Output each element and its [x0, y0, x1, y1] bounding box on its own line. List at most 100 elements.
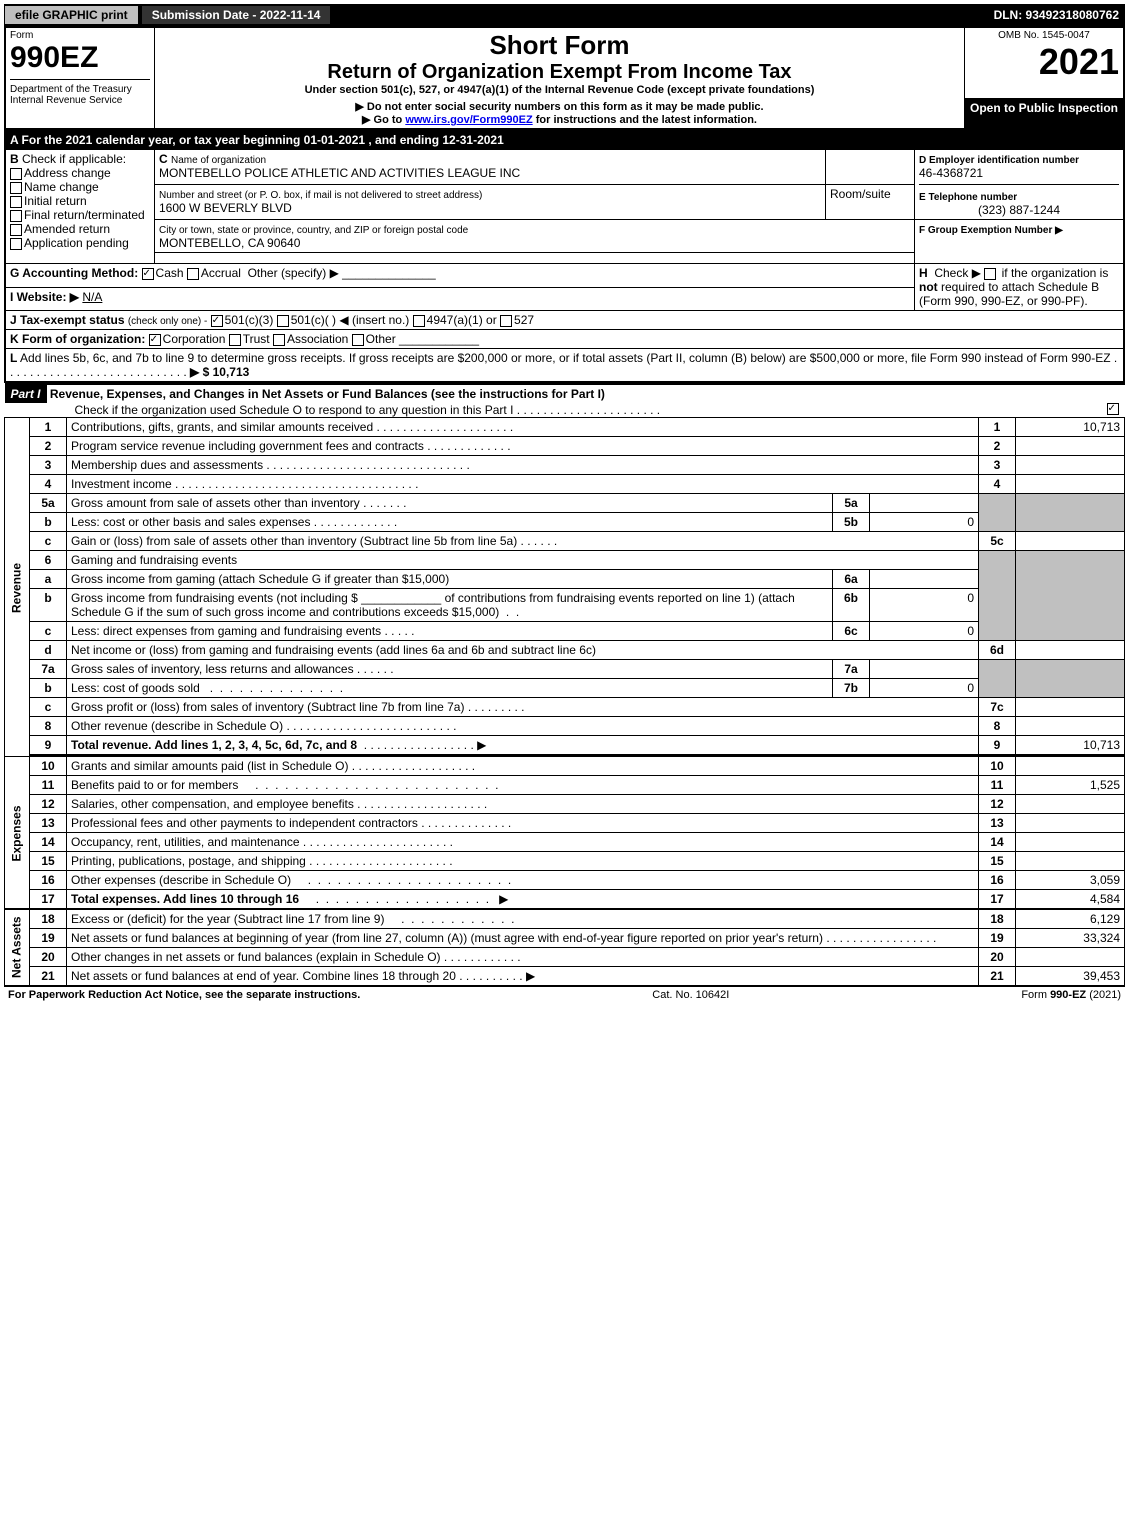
line5c-amt: [1016, 532, 1125, 551]
form-label: Form: [10, 30, 150, 41]
line20-num: 20: [30, 948, 67, 967]
website-value: N/A: [82, 290, 102, 304]
accrual-checkbox[interactable]: [187, 268, 199, 280]
final-return-checkbox[interactable]: [10, 210, 22, 222]
schedule-o-checkbox[interactable]: [1107, 403, 1119, 415]
line13-rn: 13: [979, 814, 1016, 833]
line2-text: Program service revenue including govern…: [71, 439, 424, 453]
line17-arrow: ▶: [499, 892, 508, 906]
line3-rn: 3: [979, 456, 1016, 475]
initial-return-checkbox[interactable]: [10, 196, 22, 208]
part1-label: Part I: [5, 385, 47, 403]
line7b-bn: 7b: [833, 679, 870, 698]
footer-right-pre: Form: [1021, 989, 1050, 1001]
line6-num: 6: [30, 551, 67, 570]
line15-text: Printing, publications, postage, and shi…: [71, 854, 306, 868]
line4-rn: 4: [979, 475, 1016, 494]
line19-amt: 33,324: [1016, 929, 1125, 948]
line6d-amt: [1016, 641, 1125, 660]
line19-num: 19: [30, 929, 67, 948]
line7a-bn: 7a: [833, 660, 870, 679]
line9-arrow: ▶: [477, 738, 486, 752]
line5b-num: b: [30, 513, 67, 532]
line5c-text: Gain or (loss) from sale of assets other…: [71, 534, 517, 548]
line12-num: 12: [30, 795, 67, 814]
line13-amt: [1016, 814, 1125, 833]
form-title-1: Short Form: [159, 30, 960, 61]
section-e-label: E Telephone number: [919, 192, 1017, 203]
line10-rn: 10: [979, 757, 1016, 776]
line7c-num: c: [30, 698, 67, 717]
cash-checkbox[interactable]: [142, 268, 154, 280]
501c3-checkbox[interactable]: [211, 315, 223, 327]
line11-rn: 11: [979, 776, 1016, 795]
line6b-text1: Gross income from fundraising events (no…: [71, 591, 358, 605]
line13-num: 13: [30, 814, 67, 833]
h-not: not: [919, 280, 938, 294]
line16-text: Other expenses (describe in Schedule O): [71, 873, 291, 887]
footer-right: Form 990-EZ (2021): [1021, 989, 1121, 1001]
line14-amt: [1016, 833, 1125, 852]
section-f-label: F Group Exemption Number ▶: [919, 225, 1063, 236]
line14-text: Occupancy, rent, utilities, and maintena…: [71, 835, 300, 849]
other-org-checkbox[interactable]: [352, 334, 364, 346]
name-change-checkbox[interactable]: [10, 182, 22, 194]
assoc-label: Association: [287, 332, 348, 346]
line9-amt: 10,713: [1016, 736, 1125, 756]
corp-checkbox[interactable]: [149, 334, 161, 346]
line20-text: Other changes in net assets or fund bala…: [71, 950, 441, 964]
line6b-bv: 0: [870, 589, 979, 622]
efile-print-button[interactable]: efile GRAPHIC print: [4, 5, 139, 25]
section-a: A For the 2021 calendar year, or tax yea…: [5, 131, 1124, 150]
app-pending-label: Application pending: [24, 236, 129, 250]
trust-checkbox[interactable]: [229, 334, 241, 346]
app-pending-checkbox[interactable]: [10, 238, 22, 250]
line21-amt: 39,453: [1016, 967, 1125, 987]
line11-amt: 1,525: [1016, 776, 1125, 795]
submission-date-label: Submission Date - 2022-11-14: [141, 5, 332, 25]
addr-change-checkbox[interactable]: [10, 168, 22, 180]
other-org-label: Other: [366, 332, 396, 346]
top-bar: efile GRAPHIC print Submission Date - 20…: [4, 4, 1125, 26]
section-b-label: B: [10, 152, 19, 166]
line1-rn: 1: [979, 418, 1016, 437]
line5a-num: 5a: [30, 494, 67, 513]
section-l-text: Add lines 5b, 6c, and 7b to line 9 to de…: [20, 351, 1111, 365]
line6a-bn: 6a: [833, 570, 870, 589]
form-subtitle: Under section 501(c), 527, or 4947(a)(1)…: [159, 84, 960, 96]
city-label: City or town, state or province, country…: [159, 225, 468, 236]
form-number: 990EZ: [10, 41, 150, 75]
line15-num: 15: [30, 852, 67, 871]
note-2-pre: ▶ Go to: [362, 114, 405, 126]
irs-link[interactable]: www.irs.gov/Form990EZ: [405, 114, 532, 126]
line5b-text: Less: cost or other basis and sales expe…: [71, 515, 310, 529]
527-checkbox[interactable]: [500, 315, 512, 327]
line16-rn: 16: [979, 871, 1016, 890]
irs-label: Internal Revenue Service: [10, 95, 150, 106]
line7c-text: Gross profit or (loss) from sales of inv…: [71, 700, 464, 714]
part1-check: Check if the organization used Schedule …: [5, 403, 514, 417]
line10-amt: [1016, 757, 1125, 776]
line9-rn: 9: [979, 736, 1016, 756]
line10-text: Grants and similar amounts paid (list in…: [71, 759, 348, 773]
line5b-bn: 5b: [833, 513, 870, 532]
line7a-num: 7a: [30, 660, 67, 679]
line19-text: Net assets or fund balances at beginning…: [71, 931, 823, 945]
line7a-bv: [870, 660, 979, 679]
line10-num: 10: [30, 757, 67, 776]
line21-rn: 21: [979, 967, 1016, 987]
501c-checkbox[interactable]: [277, 315, 289, 327]
line18-text: Excess or (deficit) for the year (Subtra…: [71, 912, 384, 926]
j-sub: (check only one) -: [128, 316, 207, 327]
4947-checkbox[interactable]: [413, 315, 425, 327]
org-name-label: Name of organization: [171, 155, 266, 166]
line21-text: Net assets or fund balances at end of ye…: [71, 969, 456, 983]
line3-num: 3: [30, 456, 67, 475]
assoc-checkbox[interactable]: [273, 334, 285, 346]
amended-return-label: Amended return: [24, 222, 110, 236]
line6-text: Gaming and fundraising events: [67, 551, 979, 570]
city-value: MONTEBELLO, CA 90640: [159, 236, 300, 250]
schedule-b-checkbox[interactable]: [984, 268, 996, 280]
amended-return-checkbox[interactable]: [10, 224, 22, 236]
net-assets-vlabel: Net Assets: [5, 909, 30, 986]
